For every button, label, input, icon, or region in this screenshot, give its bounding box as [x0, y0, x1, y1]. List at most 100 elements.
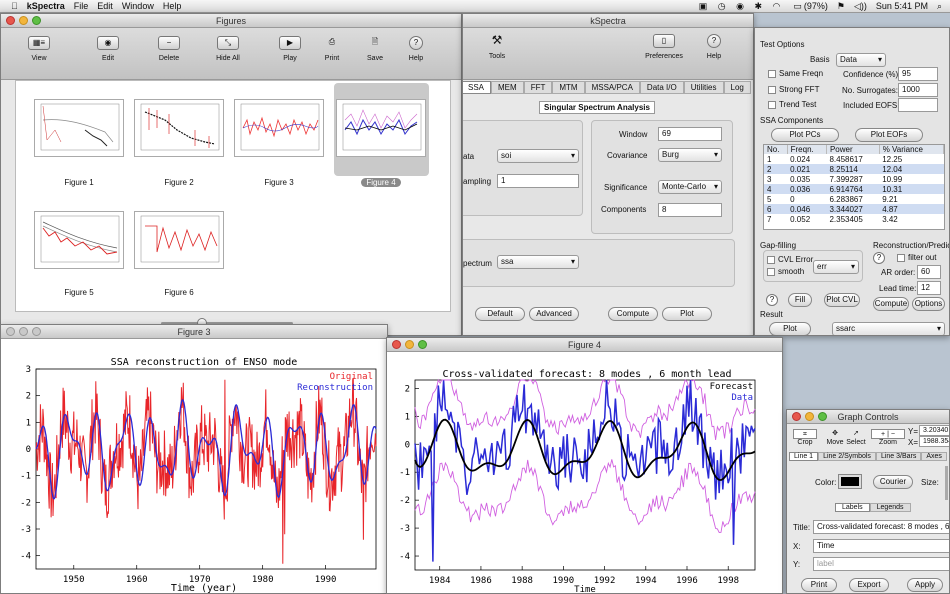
battery-icon[interactable]: ▭	[793, 0, 802, 11]
trend-test-box[interactable]	[768, 100, 776, 109]
spectrum-select[interactable]: ssa	[497, 255, 579, 269]
close-icon[interactable]	[392, 340, 401, 349]
table-row[interactable]: 5 0 6.283867 9.21	[764, 194, 944, 204]
tab-line-3-bars[interactable]: Line 3/Bars	[875, 452, 922, 461]
tab-line-1[interactable]: Line 1	[789, 452, 819, 461]
menu-file[interactable]: File	[67, 1, 89, 11]
tab-axes[interactable]: Axes	[921, 452, 947, 461]
surrogates-field[interactable]: 1000	[898, 83, 938, 97]
menu-help[interactable]: Help	[156, 1, 182, 11]
menu-window[interactable]: Window	[115, 1, 154, 11]
play-button[interactable]: ▶ Play	[268, 36, 312, 62]
table-row[interactable]: 4 0.036 6.914764 10.31	[764, 184, 944, 194]
apply-button[interactable]: Apply	[907, 578, 943, 592]
apple-icon[interactable]: 	[11, 1, 18, 11]
smooth-checkbox[interactable]: smooth	[767, 267, 804, 276]
minimize-icon[interactable]	[19, 16, 28, 25]
print-button[interactable]: ⎙ Print	[310, 36, 354, 62]
kspectra-titlebar[interactable]: kSpectra	[463, 14, 753, 28]
components-field[interactable]: 8	[658, 203, 722, 217]
app-menu[interactable]: kSpectra	[20, 1, 65, 11]
filter-out-checkbox[interactable]: filter out	[897, 253, 936, 262]
figure-2-thumbnail[interactable]	[134, 99, 224, 157]
plot-pcs-button[interactable]: Plot PCs	[771, 128, 839, 142]
minimize-icon[interactable]	[405, 340, 414, 349]
menu-edit[interactable]: Edit	[90, 1, 113, 11]
figure-4-chart[interactable]: Cross-validated forecast: 8 modes , 6 mo…	[387, 352, 783, 594]
save-button[interactable]: 🗎 Save	[353, 36, 397, 62]
thumbnail-size-slider[interactable]	[161, 322, 293, 325]
figure-3-titlebar[interactable]: Figure 3	[1, 325, 387, 339]
clock[interactable]: Sun 5:41 PM	[875, 1, 928, 11]
zoom-icon[interactable]	[818, 412, 827, 421]
window-field[interactable]: 69	[658, 127, 722, 141]
eofs-field[interactable]	[898, 98, 938, 112]
graph-controls-titlebar[interactable]: Graph Controls	[787, 410, 949, 424]
tab-line-2-symbols[interactable]: Line 2/Symbols	[818, 452, 876, 461]
figures-titlebar[interactable]: Figures	[1, 14, 461, 28]
color-swatch[interactable]	[838, 474, 862, 489]
flag-icon[interactable]: ⚑	[836, 0, 845, 11]
cvl-error-box[interactable]	[767, 255, 775, 264]
col-freqn[interactable]: Freqn.	[787, 145, 827, 154]
significance-select[interactable]: Monte-Carlo	[658, 180, 722, 194]
plot-eofs-button[interactable]: Plot EOFs	[855, 128, 923, 142]
view-button[interactable]: ▦≡ View	[17, 36, 61, 62]
options-button[interactable]: Options	[912, 297, 945, 311]
tab-labels[interactable]: Labels	[835, 503, 870, 512]
tab-log[interactable]: Log	[723, 81, 751, 94]
minimize-icon[interactable]	[19, 327, 28, 336]
figure-4-titlebar[interactable]: Figure 4	[387, 338, 782, 352]
close-icon[interactable]	[6, 16, 15, 25]
compute-button[interactable]: Compute	[608, 307, 658, 321]
zoom-icon[interactable]	[32, 16, 41, 25]
table-row[interactable]: 2 0.021 8.25114 12.04	[764, 164, 944, 174]
delete-button[interactable]: − Delete	[158, 36, 180, 62]
gap-help-icon[interactable]: ?	[766, 294, 778, 306]
same-freqn-checkbox[interactable]: Same Freqn	[768, 69, 823, 78]
help-button[interactable]: ? Help	[408, 36, 424, 62]
covariance-select[interactable]: Burg	[658, 148, 722, 162]
table-row[interactable]: 3 0.035 7.399287 10.99	[764, 174, 944, 184]
plot-button[interactable]: Plot	[662, 307, 712, 321]
ar-order-field[interactable]: 60	[917, 265, 941, 279]
table-row[interactable]: 7 0.052 2.353405 3.42	[764, 214, 944, 224]
figure-4-thumbnail[interactable]	[336, 99, 426, 157]
volume-icon[interactable]: ◁))	[854, 0, 867, 11]
default-button[interactable]: Default	[475, 307, 525, 321]
basis-select[interactable]: Data	[836, 53, 886, 67]
tab-mtm[interactable]: MTM	[552, 81, 585, 94]
tools-button[interactable]: ⚒ Tools	[475, 34, 519, 60]
close-icon[interactable]	[6, 327, 15, 336]
sampling-field[interactable]: 1	[497, 174, 579, 188]
cvl-error-checkbox[interactable]: CVL Error	[767, 255, 813, 264]
move-tool[interactable]: ✥ Move	[826, 430, 844, 446]
tab-ssa[interactable]: SSA	[463, 81, 492, 94]
same-freqn-box[interactable]	[768, 69, 776, 78]
col-power[interactable]: Power	[826, 145, 880, 154]
plot-cvl-button[interactable]: Plot CVL	[824, 293, 860, 307]
x-axis-field[interactable]: Time	[813, 539, 949, 553]
smooth-box[interactable]	[767, 267, 775, 276]
filter-out-box[interactable]	[897, 253, 905, 262]
spotlight-icon[interactable]: ⌕	[936, 0, 942, 11]
minimize-icon[interactable]	[805, 412, 814, 421]
tab-utilities[interactable]: Utilities	[683, 81, 724, 94]
figure-6-thumbnail[interactable]	[134, 211, 224, 269]
preferences-button[interactable]: ▯ Preferences	[645, 34, 683, 60]
strong-fft-checkbox[interactable]: Strong FFT	[768, 85, 819, 94]
figure-1-thumbnail[interactable]	[34, 99, 124, 157]
strong-fft-box[interactable]	[768, 85, 776, 94]
result-plot-button[interactable]: Plot	[769, 322, 811, 335]
fill-button[interactable]: Fill	[788, 293, 812, 307]
col-no[interactable]: No.	[764, 145, 788, 154]
tab-fft[interactable]: FFT	[523, 81, 553, 94]
recon-compute-button[interactable]: Compute	[873, 297, 909, 311]
advanced-button[interactable]: Advanced	[529, 307, 579, 321]
figure-5-thumbnail[interactable]	[34, 211, 124, 269]
figure-3-chart[interactable]: SSA reconstruction of ENSO mode 3 2 1 0 -1 -2…	[1, 339, 388, 594]
font-button[interactable]: Courier	[873, 475, 913, 489]
confidence-field[interactable]: 95	[898, 67, 938, 81]
title-field[interactable]: Cross-validated forecast: 8 modes , 6	[813, 520, 949, 534]
print-button[interactable]: Print	[801, 578, 837, 592]
